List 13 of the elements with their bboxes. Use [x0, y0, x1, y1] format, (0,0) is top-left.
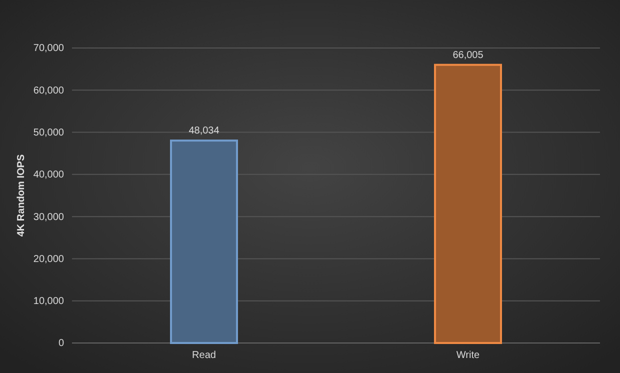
data-label: 66,005: [452, 50, 484, 61]
x-tick-label: Write: [456, 350, 480, 362]
x-tick-label: Read: [192, 350, 216, 362]
y-tick-label: 30,000: [33, 212, 64, 223]
y-tick-label: 20,000: [33, 254, 64, 265]
y-tick-label: 0: [58, 338, 64, 350]
y-tick-label: 70,000: [33, 43, 64, 54]
data-label: 48,034: [188, 126, 220, 137]
y-tick-label: 60,000: [33, 85, 64, 96]
y-tick-label: 10,000: [33, 296, 64, 308]
y-tick-label: 50,000: [33, 127, 64, 138]
y-tick-label: 40,000: [33, 170, 64, 181]
y-axis-title: 4K Random IOPS: [16, 154, 27, 237]
